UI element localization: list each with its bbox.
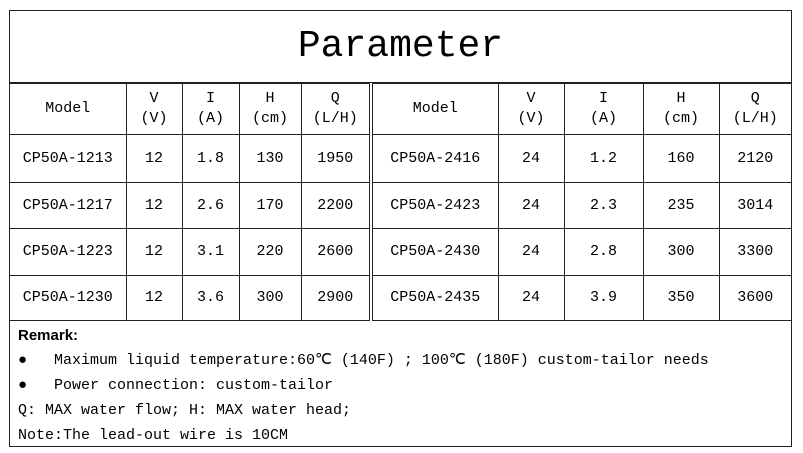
cell: 1950 <box>300 134 373 183</box>
bullet: Power connection: custom-tailor <box>18 373 783 398</box>
cell: 2900 <box>300 275 373 321</box>
cell: 24 <box>497 228 565 276</box>
cell: CP50A-1223 <box>10 228 127 276</box>
cell: 3014 <box>718 182 791 229</box>
header-label: Q <box>750 90 760 107</box>
cell: CP50A-1217 <box>10 182 127 229</box>
header-unit: (V) <box>140 110 168 127</box>
note: Note:The lead-out wire is 10CM <box>18 427 289 444</box>
cell: 1.2 <box>563 134 644 183</box>
header-cell: Model <box>10 83 127 135</box>
header-unit: (A) <box>196 110 224 127</box>
header-unit: (L/H) <box>312 110 358 127</box>
cell: 2120 <box>718 134 791 183</box>
cell: 2.3 <box>563 182 644 229</box>
header-label: H <box>676 90 686 107</box>
header-cell: I (A) <box>181 83 240 135</box>
header-label: Model <box>45 100 91 117</box>
header-unit: (cm) <box>251 110 288 127</box>
cell: 12 <box>125 228 183 276</box>
cell: 2.6 <box>181 182 240 229</box>
cell: 24 <box>497 134 565 183</box>
cell: CP50A-2435 <box>370 275 499 321</box>
cell: CP50A-2416 <box>370 134 499 183</box>
cell: 12 <box>125 134 183 183</box>
cell: CP50A-1230 <box>10 275 127 321</box>
header-cell: Q (L/H) <box>718 83 791 135</box>
cell: 2600 <box>300 228 373 276</box>
cell: CP50A-2430 <box>370 228 499 276</box>
remark-title: Remark: <box>18 327 79 344</box>
cell: 170 <box>238 182 302 229</box>
note: Q: MAX water flow; H: MAX water head; <box>18 402 352 419</box>
cell: 1.8 <box>181 134 240 183</box>
cell: 12 <box>125 182 183 229</box>
header-label: V <box>526 90 536 107</box>
bullet: Maximum liquid temperature:60℃ (140F) ; … <box>18 348 783 373</box>
data-row: CP50A-1213 12 1.8 130 1950 CP50A-2416 24 1.2 160… <box>10 134 791 183</box>
cell: 3.6 <box>181 275 240 321</box>
cell: 3600 <box>718 275 791 321</box>
cell: 300 <box>238 275 302 321</box>
header-label: V <box>149 90 159 107</box>
cell: 3.1 <box>181 228 240 276</box>
cell: 3300 <box>718 228 791 276</box>
cell: 235 <box>642 182 720 229</box>
data-row: CP50A-1223 12 3.1 220 2600 CP50A-2430 24 2.8 300… <box>10 228 791 276</box>
cell: 2.8 <box>563 228 644 276</box>
cell: 12 <box>125 275 183 321</box>
data-row: CP50A-1217 12 2.6 170 2200 CP50A-2423 24 2.3 235… <box>10 182 791 229</box>
header-cell: H (cm) <box>238 83 302 135</box>
remark: Remark: Maximum liquid temperature:60℃ (… <box>10 321 791 450</box>
header-row: Model V (V) I (A) H (cm) Q (L/H) Model V (V) I (A) H (c… <box>10 83 791 135</box>
cell: 130 <box>238 134 302 183</box>
header-cell: V (V) <box>125 83 183 135</box>
header-cell: V (V) <box>497 83 565 135</box>
data-row: CP50A-1230 12 3.6 300 2900 CP50A-2435 24 3.9 350… <box>10 275 791 321</box>
cell: 24 <box>497 275 565 321</box>
header-cell: H (cm) <box>642 83 720 135</box>
cell: 24 <box>497 182 565 229</box>
cell: CP50A-1213 <box>10 134 127 183</box>
cell: CP50A-2423 <box>370 182 499 229</box>
header-label: Model <box>412 100 458 117</box>
header-label: Q <box>330 90 340 107</box>
header-cell: Model <box>370 83 499 135</box>
header-cell: Q (L/H) <box>300 83 373 135</box>
header-unit: (A) <box>589 110 617 127</box>
parameter-sheet: Parameter Model V (V) I (A) H (cm) Q (L/H) Model V… <box>9 10 792 447</box>
parameter-table: Model V (V) I (A) H (cm) Q (L/H) Model V (V) I (A) H (c… <box>10 83 791 321</box>
cell: 2200 <box>300 182 373 229</box>
header-unit: (cm) <box>662 110 699 127</box>
header-unit: (V) <box>517 110 545 127</box>
cell: 350 <box>642 275 720 321</box>
header-cell: I (A) <box>563 83 644 135</box>
title: Parameter <box>10 11 791 83</box>
cell: 160 <box>642 134 720 183</box>
header-label: I <box>205 90 215 107</box>
cell: 300 <box>642 228 720 276</box>
header-label: I <box>598 90 608 107</box>
cell: 3.9 <box>563 275 644 321</box>
header-label: H <box>265 90 275 107</box>
header-unit: (L/H) <box>732 110 778 127</box>
cell: 220 <box>238 228 302 276</box>
